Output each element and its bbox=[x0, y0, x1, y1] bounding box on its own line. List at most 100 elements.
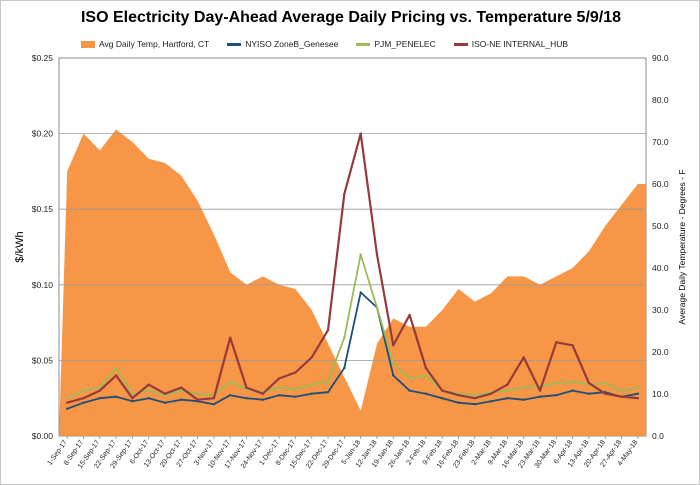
data-point-3 bbox=[538, 389, 542, 392]
data-point-2 bbox=[326, 380, 330, 383]
data-point-3 bbox=[587, 381, 591, 385]
data-point-3 bbox=[326, 329, 330, 332]
legend-label-nyiso: NYISO ZoneB_Genesee bbox=[245, 39, 339, 49]
data-point-1 bbox=[212, 403, 216, 406]
y2-tick-label: 10.0 bbox=[652, 389, 669, 399]
data-point-3 bbox=[294, 371, 297, 374]
data-point-2 bbox=[66, 397, 69, 400]
chart-title: ISO Electricity Day-Ahead Average Daily … bbox=[80, 9, 622, 26]
data-point-3 bbox=[555, 341, 558, 344]
data-point-1 bbox=[229, 394, 232, 397]
data-point-1 bbox=[359, 291, 362, 294]
data-point-1 bbox=[457, 401, 460, 404]
data-point-3 bbox=[343, 192, 346, 196]
y2-tick-label: 90.0 bbox=[652, 53, 669, 63]
data-point-1 bbox=[245, 397, 248, 400]
data-point-1 bbox=[489, 400, 493, 403]
data-point-1 bbox=[506, 397, 509, 400]
data-point-2 bbox=[196, 392, 199, 395]
data-point-1 bbox=[522, 398, 525, 401]
data-point-3 bbox=[98, 389, 102, 392]
data-point-2 bbox=[424, 374, 428, 377]
data-point-2 bbox=[620, 389, 623, 392]
data-point-2 bbox=[636, 386, 639, 389]
legend-swatch-isone bbox=[453, 42, 468, 46]
data-point-2 bbox=[375, 306, 379, 309]
data-point-1 bbox=[114, 395, 118, 398]
y-tick-label: $0.05 bbox=[32, 355, 54, 365]
data-point-3 bbox=[131, 397, 134, 400]
data-point-1 bbox=[441, 397, 444, 400]
data-point-1 bbox=[408, 389, 411, 392]
data-point-2 bbox=[147, 389, 150, 392]
data-point-3 bbox=[229, 336, 232, 339]
y2-tick-label: 70.0 bbox=[652, 137, 669, 147]
data-point-2 bbox=[522, 386, 525, 389]
y2-axis-title: Average Daily Temperature - Degrees - F bbox=[677, 169, 687, 324]
data-point-1 bbox=[392, 374, 395, 377]
data-point-3 bbox=[522, 356, 525, 359]
data-point-2 bbox=[131, 392, 134, 395]
chart-legend: Avg Daily Temp, Hartford, CT NYISO ZoneB… bbox=[81, 37, 641, 51]
legend-item-nyiso: NYISO ZoneB_Genesee bbox=[227, 39, 338, 49]
data-point-2 bbox=[82, 389, 85, 392]
data-point-1 bbox=[538, 395, 542, 398]
y2-tick-label: 40.0 bbox=[652, 263, 669, 273]
data-point-3 bbox=[424, 366, 428, 370]
data-point-3 bbox=[408, 313, 411, 317]
data-point-2 bbox=[310, 383, 313, 386]
data-point-2 bbox=[180, 389, 183, 392]
data-point-1 bbox=[555, 394, 558, 397]
data-point-1 bbox=[587, 392, 591, 395]
data-point-1 bbox=[424, 392, 428, 395]
data-point-3 bbox=[489, 392, 493, 395]
data-point-3 bbox=[245, 386, 248, 389]
data-point-3 bbox=[392, 344, 395, 347]
data-point-3 bbox=[147, 383, 150, 386]
data-point-3 bbox=[114, 374, 118, 377]
data-point-2 bbox=[114, 366, 118, 370]
data-point-3 bbox=[163, 392, 167, 395]
y-tick-label: $0.15 bbox=[32, 204, 54, 214]
y2-tick-label: 80.0 bbox=[652, 95, 669, 105]
data-point-1 bbox=[82, 401, 85, 404]
data-point-2 bbox=[506, 389, 509, 392]
data-point-1 bbox=[294, 395, 297, 398]
legend-swatch-pjm bbox=[356, 42, 371, 46]
data-point-2 bbox=[408, 377, 411, 380]
legend-label-isone: ISO-NE INTERNAL_HUB bbox=[471, 39, 569, 49]
legend-swatch-nyiso bbox=[227, 42, 242, 46]
data-point-2 bbox=[359, 253, 362, 256]
y2-tick-label: 20.0 bbox=[652, 347, 669, 357]
data-point-1 bbox=[180, 398, 183, 401]
data-point-1 bbox=[310, 392, 313, 395]
data-point-2 bbox=[98, 386, 102, 389]
y-tick-label: $0.10 bbox=[32, 280, 54, 290]
data-point-3 bbox=[196, 398, 199, 401]
y-tick-label: $0.00 bbox=[32, 431, 54, 441]
legend-label-pjm: PJM_PENELEC bbox=[374, 39, 436, 49]
legend-item-pjm: PJM_PENELEC bbox=[356, 39, 436, 49]
data-point-1 bbox=[147, 397, 150, 400]
data-point-2 bbox=[229, 380, 232, 383]
y2-tick-label: 0.0 bbox=[652, 431, 664, 441]
data-point-3 bbox=[66, 401, 69, 404]
data-point-3 bbox=[441, 389, 444, 392]
data-point-3 bbox=[212, 397, 216, 400]
legend-item-isone: ISO-NE INTERNAL_HUB bbox=[453, 39, 569, 49]
data-point-3 bbox=[457, 394, 460, 397]
data-point-1 bbox=[326, 391, 330, 394]
y-axis-title: $/kWh bbox=[14, 231, 26, 262]
series-line-3 bbox=[66, 132, 638, 404]
data-point-2 bbox=[571, 380, 574, 383]
data-point-3 bbox=[82, 397, 85, 400]
data-point-3 bbox=[506, 383, 509, 386]
data-point-3 bbox=[375, 253, 379, 256]
data-point-1 bbox=[636, 392, 639, 395]
data-point-1 bbox=[66, 407, 69, 410]
data-point-2 bbox=[555, 381, 558, 385]
data-point-1 bbox=[473, 403, 476, 406]
y2-tick-label: 50.0 bbox=[652, 221, 669, 231]
